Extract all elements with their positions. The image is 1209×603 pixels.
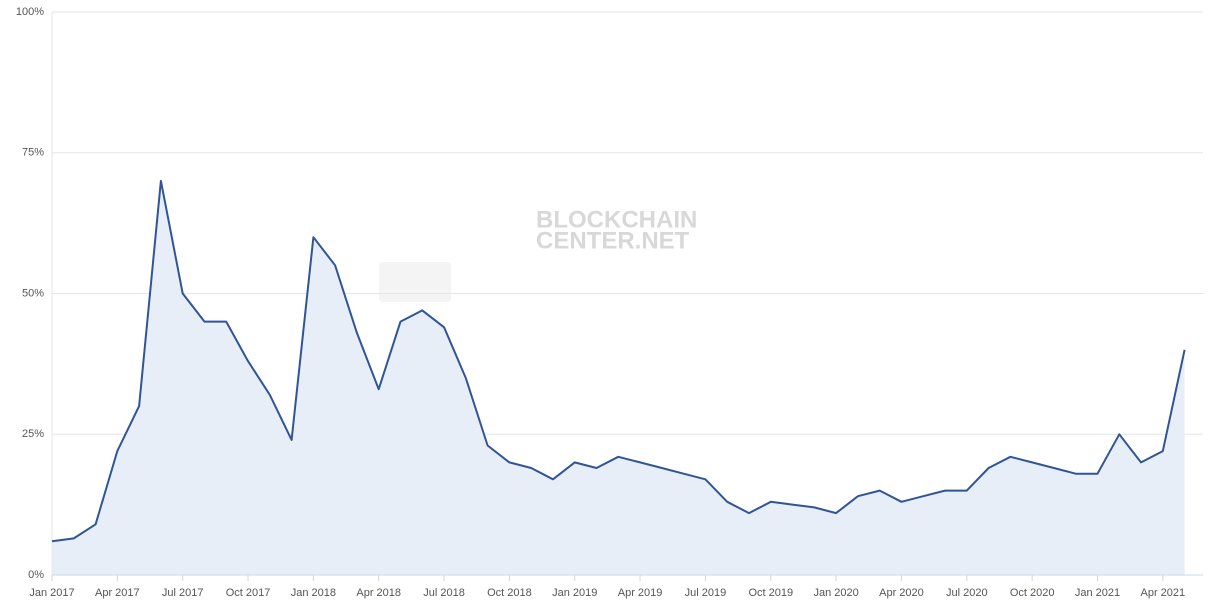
x-tick-label: Apr 2020 bbox=[879, 587, 924, 599]
x-tick-label: Jan 2021 bbox=[1075, 587, 1120, 599]
x-tick-label: Oct 2020 bbox=[1010, 587, 1055, 599]
x-tick-label: Jul 2020 bbox=[946, 587, 988, 599]
x-tick-label: Jul 2019 bbox=[685, 587, 727, 599]
watermark: CENTER.NET bbox=[536, 227, 690, 254]
x-tick-label: Jan 2017 bbox=[29, 587, 74, 599]
x-tick-label: Jul 2018 bbox=[423, 587, 465, 599]
y-tick-label: 25% bbox=[22, 428, 44, 440]
x-tick-label: Apr 2017 bbox=[95, 587, 140, 599]
y-tick-label: 50% bbox=[22, 287, 44, 299]
x-tick-label: Jan 2018 bbox=[291, 587, 336, 599]
x-tick-label: Apr 2021 bbox=[1140, 587, 1185, 599]
x-tick-label: Jan 2019 bbox=[552, 587, 597, 599]
x-tick-label: Oct 2018 bbox=[487, 587, 532, 599]
x-tick-label: Jan 2020 bbox=[813, 587, 858, 599]
watermark: BLOCKCHAIN bbox=[536, 206, 697, 233]
x-tick-label: Jul 2017 bbox=[162, 587, 204, 599]
x-tick-label: Apr 2018 bbox=[356, 587, 401, 599]
tooltip-ghost bbox=[379, 262, 451, 302]
area-fill bbox=[52, 180, 1185, 575]
series-line bbox=[51, 179, 1186, 543]
x-tick-label: Oct 2019 bbox=[748, 587, 793, 599]
x-tick-label: Apr 2019 bbox=[618, 587, 663, 599]
x-tick-label: Oct 2017 bbox=[226, 587, 271, 599]
y-tick-label: 0% bbox=[28, 569, 44, 581]
y-tick-label: 75% bbox=[22, 147, 44, 159]
y-tick-label: 100% bbox=[16, 6, 44, 18]
